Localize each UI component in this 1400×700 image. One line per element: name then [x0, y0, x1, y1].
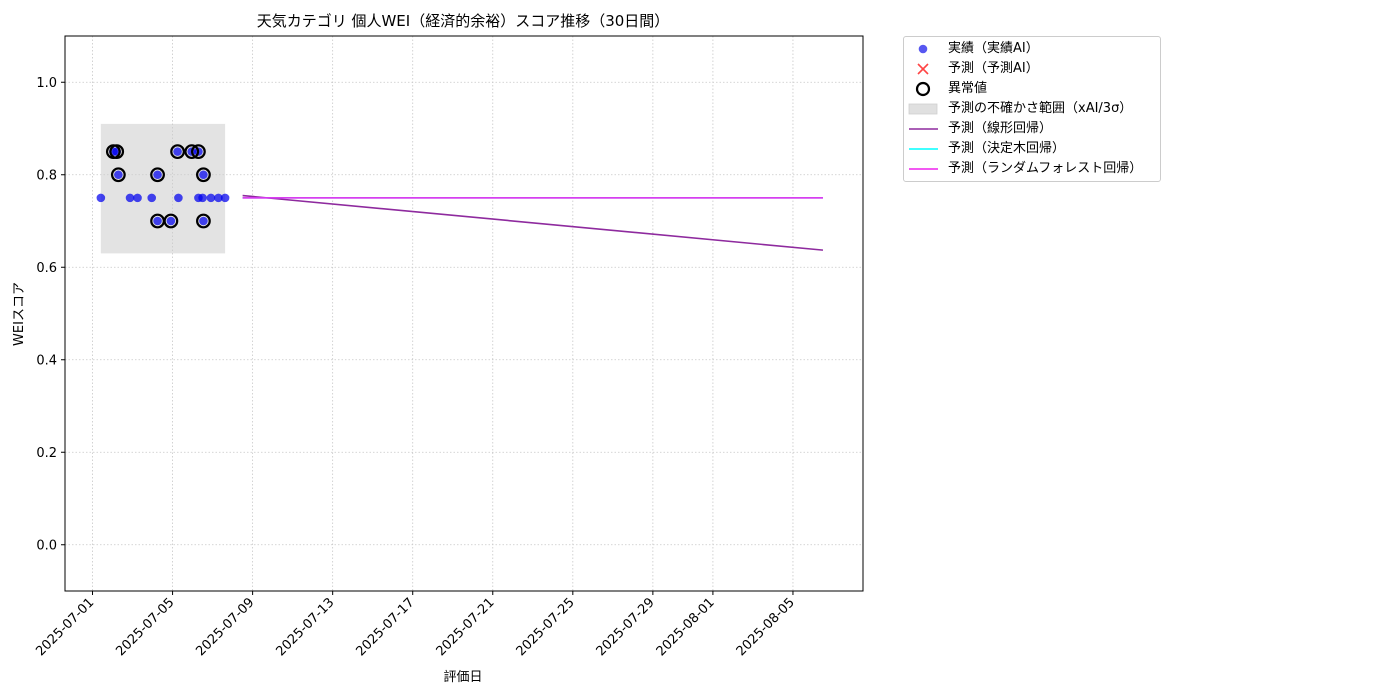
x-tick-label: 2025-08-01: [654, 595, 718, 659]
outlier-ring: [170, 144, 185, 160]
actual-point: [125, 193, 135, 203]
outlier-ring: [150, 167, 165, 183]
legend-ring-marker: [915, 81, 931, 97]
actual-point: [96, 193, 106, 203]
legend-swatch-ring: [915, 81, 931, 97]
legend-item: 異常値: [904, 79, 1160, 99]
actual-point: [206, 193, 216, 203]
x-tick-label: 2025-07-29: [594, 595, 658, 659]
actual-point: [214, 193, 223, 203]
actual-point: [220, 193, 230, 203]
grid-layer: [65, 36, 863, 591]
legend-item: 予測（予測AI）: [904, 59, 1160, 79]
actual-point: [153, 216, 162, 226]
y-tick-label: 1.0: [36, 76, 57, 91]
outlier-ring: [163, 213, 179, 229]
legend-label: 予測（予測AI）: [948, 61, 1039, 76]
outlier-ring: [191, 144, 206, 160]
x-tick-label: 2025-07-05: [113, 595, 177, 659]
legend-swatch-dot: [918, 44, 928, 54]
point-layer: [96, 144, 230, 229]
legend-item: 予測の不確かさ範囲（xAI/3σ）: [904, 99, 1160, 119]
x-tick-label: 2025-07-17: [354, 595, 418, 659]
outlier-ring: [110, 167, 126, 183]
actual-point: [173, 147, 182, 156]
legend-swatch-line: [909, 148, 938, 150]
legend-label: 予測（ランダムフォレスト回帰）: [948, 161, 1143, 176]
y-tick-label: 0.2: [36, 446, 57, 461]
legend: 実績（実績AI） 予測（予測AI） 異常値予測の不確かさ範囲（xAI/3σ） 予測（線…: [903, 36, 1161, 182]
legend-swatch-line: [909, 168, 938, 170]
actual-point: [133, 193, 142, 203]
actual-point: [114, 170, 123, 180]
legend-x-marker: [917, 63, 929, 75]
legend-swatch-x: [917, 63, 929, 75]
x-axis-ticks: 2025-07-01 2025-07-05 2025-07-09 2025-07-13…: [33, 591, 798, 659]
x-tick-label: 2025-08-05: [734, 595, 798, 659]
legend-dot-marker: [918, 44, 928, 54]
y-axis-ticks: 0.0 0.2 0.4 0.6 0.8 1.0: [36, 76, 65, 553]
y-tick-label: 0.0: [36, 538, 57, 553]
outlier-ring: [184, 144, 200, 160]
legend-patch: [908, 103, 938, 115]
x-axis-label: 評価日: [443, 670, 482, 685]
outlier-ring: [196, 167, 211, 183]
plot-frame: [64, 35, 864, 592]
legend-item: 予測（決定木回帰）: [904, 139, 1160, 159]
forecast-line: [242, 194, 824, 251]
x-tick-label: 2025-07-09: [193, 595, 257, 659]
outlier-ring: [109, 144, 125, 160]
actual-point: [153, 170, 162, 180]
y-tick-label: 0.6: [36, 261, 57, 276]
x-tick-label: 2025-07-01: [33, 595, 97, 659]
line-layer: [242, 194, 824, 251]
legend-label: 実績（実績AI）: [948, 41, 1039, 56]
x-tick-label: 2025-07-21: [434, 595, 498, 659]
actual-point: [147, 193, 157, 203]
actual-point: [199, 170, 208, 180]
band-layer: [100, 123, 226, 254]
legend-item: 予測（線形回帰）: [904, 119, 1160, 139]
actual-point: [199, 216, 208, 226]
outlier-ring: [196, 213, 211, 229]
uncertainty-band: [100, 123, 226, 254]
y-axis-label: WEIスコア: [12, 282, 27, 346]
legend-item: 実績（実績AI）: [904, 39, 1160, 59]
actual-point: [198, 193, 207, 203]
y-tick-label: 0.4: [36, 353, 57, 368]
legend-swatch-patch: [908, 103, 938, 115]
legend-label: 予測（線形回帰）: [948, 121, 1053, 136]
y-tick-label: 0.8: [36, 168, 57, 183]
legend-item: 予測（ランダムフォレスト回帰）: [904, 159, 1160, 179]
x-tick-label: 2025-07-25: [514, 595, 578, 659]
actual-point: [166, 216, 176, 226]
legend-label: 異常値: [948, 81, 988, 96]
chart-title: 天気カテゴリ 個人WEI（経済的余裕）スコア推移（30日間）: [257, 12, 670, 30]
x-tick-label: 2025-07-13: [273, 595, 337, 659]
legend-label: 予測の不確かさ範囲（xAI/3σ）: [948, 101, 1133, 116]
legend-swatch-line: [909, 128, 938, 130]
legend-label: 予測（決定木回帰）: [948, 141, 1066, 156]
actual-point: [174, 193, 183, 203]
